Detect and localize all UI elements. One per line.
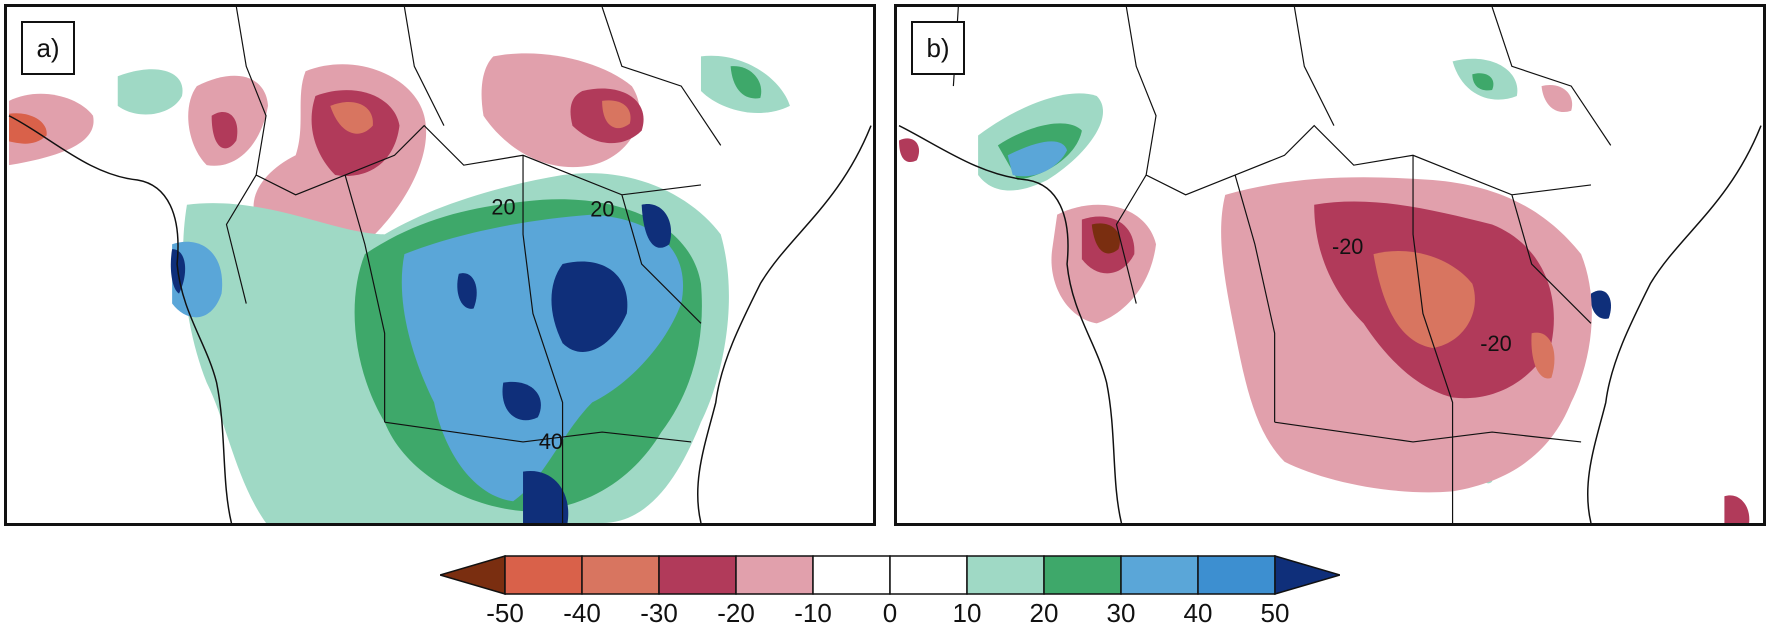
colorbar-box <box>735 555 814 595</box>
colorbar-tick-label: 20 <box>1029 598 1059 628</box>
colorbar-box <box>504 555 583 595</box>
colorbar-tick-label: 50 <box>1260 598 1290 628</box>
contour-label: 20 <box>590 197 614 222</box>
neg-anomaly-se <box>1724 495 1750 523</box>
pos-anomaly-congo-deep3 <box>502 381 541 421</box>
colorbar-triangle-high <box>1274 555 1340 595</box>
contour-label: -20 <box>1332 234 1363 259</box>
colorbar <box>440 555 1340 595</box>
map-panel-b: -20 -20 b) <box>894 4 1766 526</box>
pos-anomaly-south <box>523 470 569 523</box>
colorbar-tick-label: -40 <box>563 598 601 628</box>
country-borders <box>225 7 722 523</box>
pos-anomaly-congo-deep4 <box>457 273 477 309</box>
neg-anomaly-east-core2 <box>1531 332 1555 379</box>
colorbar-tick-label: 40 <box>1183 598 1213 628</box>
colorbar-box <box>966 555 1045 595</box>
colorbar-tick-label: -10 <box>794 598 832 628</box>
neg-anomaly-ne <box>1541 85 1573 113</box>
colorbar-tick-label: -30 <box>640 598 678 628</box>
contour-label: 40 <box>539 429 563 454</box>
neg-anomaly-sudan-core <box>330 101 373 134</box>
colorbar-triangle-low <box>440 555 506 595</box>
pos-anomaly-west-blue <box>1007 141 1068 177</box>
colorbar-tick-label: -50 <box>486 598 524 628</box>
colorbar-box <box>1197 555 1276 595</box>
panel-label: a) <box>21 21 75 75</box>
colorbar-box <box>889 555 968 595</box>
colorbar-tick-label: -20 <box>717 598 755 628</box>
colorbar-tick-labels: -50 -40 -30 -20 -10 0 10 20 30 40 50 <box>0 598 1770 628</box>
contour-label: 20 <box>491 195 515 220</box>
pos-anomaly-coast <box>1590 290 1612 319</box>
neg-anomaly-west-core <box>1091 223 1120 254</box>
pos-anomaly-congo-deep2 <box>641 203 672 248</box>
colorbar-tick-label: 0 <box>882 598 898 628</box>
map-b-canvas: -20 -20 <box>898 7 1762 523</box>
map-panel-a: 20 20 40 a) <box>4 4 876 526</box>
map-a-canvas: 20 20 40 <box>8 7 872 523</box>
neg-anomaly-sahel-east-peak <box>602 100 631 129</box>
colorbar-box <box>581 555 660 595</box>
pos-anomaly-congo-deep <box>551 261 628 352</box>
neg-anomaly-chad-core <box>211 111 238 149</box>
colorbar-box <box>658 555 737 595</box>
colorbar-tick-label: 30 <box>1106 598 1136 628</box>
contour-label: -20 <box>1480 331 1511 356</box>
coastline <box>898 124 1762 523</box>
colorbar-box <box>812 555 891 595</box>
colorbar-tick-label: 10 <box>952 598 982 628</box>
neg-anomaly-nw <box>899 138 920 163</box>
pos-anomaly-ethiopia-core <box>730 66 762 99</box>
coastline <box>8 115 872 523</box>
colorbar-box <box>1120 555 1199 595</box>
pos-anomaly-ethiopia-core <box>1472 73 1494 91</box>
colorbar-box <box>1043 555 1122 595</box>
pos-anomaly-west <box>117 69 183 115</box>
neg-anomaly-northwest <box>9 93 94 166</box>
panel-label: b) <box>911 21 965 75</box>
neg-anomaly-east-core <box>1373 251 1475 349</box>
